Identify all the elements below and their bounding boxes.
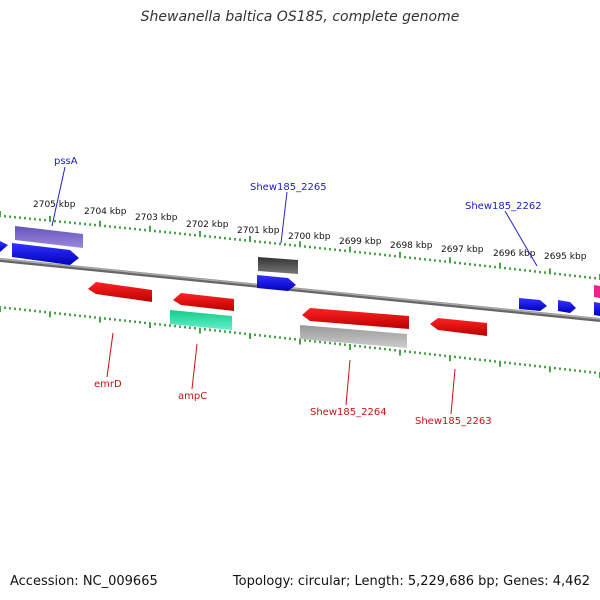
gene-forward[interactable] [519, 298, 547, 311]
gene-label-Shew185_2263[interactable]: Shew185_2263 [415, 416, 492, 427]
scale-label: 2700 kbp [288, 232, 331, 242]
scale-label: 2699 kbp [339, 237, 382, 247]
leader-line [106, 332, 114, 378]
leader-line [450, 368, 456, 415]
gene-ampC[interactable] [173, 293, 234, 311]
gene-forward[interactable] [558, 300, 576, 313]
scale-label: 2704 kbp [84, 207, 127, 217]
gene-label-ampC[interactable]: ampC [178, 391, 207, 402]
gene-Shew185_2265-block[interactable] [258, 257, 298, 274]
genome-backbone [0, 258, 600, 322]
scale-ticks-forward [0, 211, 600, 280]
gene-forward[interactable] [257, 275, 296, 291]
scale-label: 2703 kbp [135, 213, 178, 223]
gene-label-emrD[interactable]: emrD [94, 379, 122, 390]
leader-line [191, 343, 198, 390]
leader-line [280, 191, 288, 244]
gene-forward-pink[interactable] [594, 285, 600, 298]
gene-label-Shew185_2262[interactable]: Shew185_2262 [465, 201, 542, 212]
gene-forward[interactable] [594, 302, 600, 316]
leader-line [51, 166, 66, 227]
scale-label: 2696 kbp [493, 249, 536, 259]
scale-label: 2705 kbp [33, 200, 76, 210]
scale-label: 2697 kbp [441, 245, 484, 255]
gene-forward[interactable] [0, 241, 8, 252]
gene-label-Shew185_2264[interactable]: Shew185_2264 [310, 407, 387, 418]
gene-forward[interactable] [12, 243, 79, 265]
gene-pssA-block[interactable] [15, 226, 83, 248]
gene-Shew185_2264[interactable] [302, 308, 409, 329]
page-title: Shewanella baltica OS185, complete genom… [140, 9, 460, 25]
scale-ticks-reverse [0, 306, 600, 378]
leader-line [345, 359, 351, 406]
gene-emrD[interactable] [88, 282, 152, 302]
scale-label: 2702 kbp [186, 220, 229, 230]
gene-Shew185_2264-block[interactable] [300, 325, 407, 348]
scale-label: 2695 kbp [544, 252, 587, 262]
gene-Shew185_2263[interactable] [430, 318, 487, 336]
scale-label: 2701 kbp [237, 226, 280, 236]
accession-text: Accession: NC_009665 [10, 574, 158, 589]
gene-ampC-block[interactable] [170, 310, 232, 330]
gene-label-pssA[interactable]: pssA [54, 156, 78, 167]
leader-line [504, 210, 538, 267]
topology-text: Topology: circular; Length: 5,229,686 bp… [232, 574, 590, 589]
gene-label-Shew185_2265[interactable]: Shew185_2265 [250, 182, 327, 193]
scale-label: 2698 kbp [390, 241, 433, 251]
